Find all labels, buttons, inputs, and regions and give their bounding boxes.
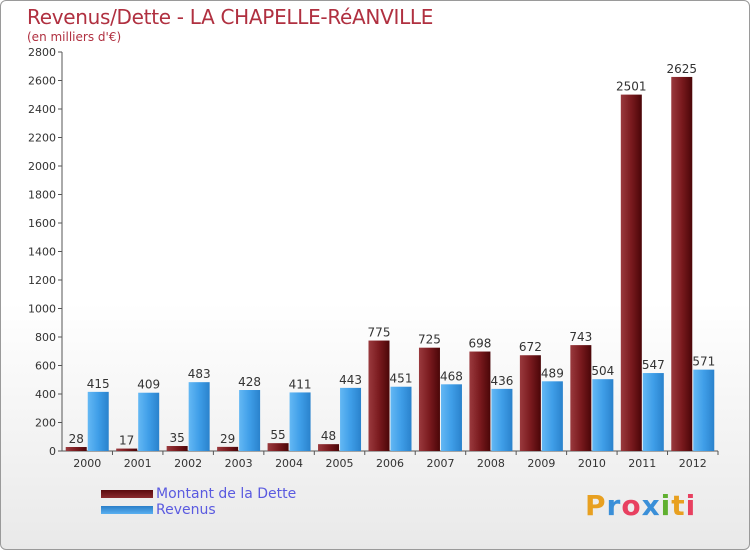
data-label-revenus: 571	[692, 355, 715, 369]
y-tick-label: 1600	[28, 217, 56, 230]
x-tick-label: 2002	[174, 457, 202, 470]
bar-dette	[570, 345, 592, 451]
chart-title: Revenus/Dette - LA CHAPELLE-RéANVILLE	[27, 5, 434, 29]
data-label-dette: 35	[170, 431, 185, 445]
y-tick-label: 2400	[28, 103, 56, 116]
data-label-dette: 725	[418, 333, 441, 347]
data-label-revenus: 443	[339, 373, 362, 387]
y-tick-label: 600	[35, 360, 56, 373]
data-label-revenus: 436	[490, 374, 513, 388]
bar-revenus	[289, 392, 311, 451]
legend-swatch-revenus	[101, 506, 153, 514]
proxiti-logo: Proxiti	[585, 489, 696, 522]
chart-subtitle: (en milliers d'€)	[27, 30, 122, 44]
legend-swatch-dette	[101, 490, 153, 498]
y-tick-label: 1200	[28, 274, 56, 287]
x-tick-label: 2012	[679, 457, 707, 470]
bar-revenus	[87, 391, 109, 451]
bar-revenus	[138, 392, 160, 451]
x-tick-label: 2005	[326, 457, 354, 470]
data-label-revenus: 428	[238, 375, 261, 389]
data-label-revenus: 415	[87, 377, 110, 391]
data-label-dette: 17	[119, 434, 134, 448]
bar-revenus	[239, 390, 261, 451]
y-tick-label: 400	[35, 388, 56, 401]
data-label-dette: 672	[519, 340, 542, 354]
bar-revenus	[642, 373, 664, 451]
data-label-revenus: 547	[642, 358, 665, 372]
x-tick-label: 2004	[275, 457, 303, 470]
data-label-revenus: 504	[591, 364, 614, 378]
y-tick-label: 200	[35, 417, 56, 430]
data-label-revenus: 468	[440, 369, 463, 383]
logo-letter: t	[671, 489, 686, 522]
x-tick-label: 2008	[477, 457, 505, 470]
bar-dette	[671, 76, 693, 451]
data-label-dette: 775	[368, 326, 391, 340]
data-label-dette: 29	[220, 432, 235, 446]
data-label-dette: 55	[270, 428, 285, 442]
y-tick-label: 2600	[28, 75, 56, 88]
x-tick-label: 2011	[628, 457, 656, 470]
data-label-revenus: 489	[541, 366, 564, 380]
data-label-revenus: 409	[137, 378, 160, 392]
y-tick-label: 2000	[28, 160, 56, 173]
bar-dette	[267, 443, 289, 451]
data-label-revenus: 411	[289, 377, 312, 391]
y-tick-label: 2200	[28, 132, 56, 145]
logo-letter: i	[685, 489, 697, 522]
x-tick-label: 2006	[376, 457, 404, 470]
legend-label-revenus: Revenus	[156, 502, 216, 518]
data-label-dette: 698	[468, 337, 491, 351]
bar-dette	[368, 340, 390, 451]
x-tick-label: 2010	[578, 457, 606, 470]
bar-dette	[318, 444, 340, 451]
data-label-dette: 48	[321, 429, 336, 443]
bar-revenus	[592, 379, 614, 451]
y-tick-label: 800	[35, 331, 56, 344]
bar-revenus	[188, 382, 210, 451]
x-tick-label: 2009	[527, 457, 555, 470]
bar-revenus	[340, 387, 362, 451]
x-tick-label: 2003	[225, 457, 253, 470]
bar-revenus	[693, 369, 715, 451]
logo-letter: i	[660, 489, 672, 522]
y-tick-label: 1800	[28, 189, 56, 202]
data-label-dette: 28	[69, 432, 84, 446]
data-label-dette: 743	[569, 330, 592, 344]
y-tick-label: 1400	[28, 246, 56, 259]
data-label-revenus: 451	[390, 372, 413, 386]
data-label-dette: 2625	[666, 62, 697, 76]
logo-letter: o	[621, 489, 642, 522]
bar-revenus	[440, 384, 462, 451]
logo-letter: P	[585, 489, 607, 522]
bar-revenus	[390, 386, 412, 451]
bar-dette	[166, 446, 188, 451]
bar-dette	[519, 355, 541, 451]
data-label-dette: 2501	[616, 80, 647, 94]
logo-letter: r	[606, 489, 622, 522]
bar-revenus	[491, 388, 513, 451]
logo-letter: x	[641, 489, 661, 522]
x-tick-label: 2007	[426, 457, 454, 470]
legend-label-dette: Montant de la Dette	[156, 486, 297, 502]
y-tick-label: 2800	[28, 46, 56, 59]
bar-dette	[217, 446, 239, 451]
x-tick-label: 2001	[124, 457, 152, 470]
data-label-revenus: 483	[188, 367, 211, 381]
x-tick-label: 2000	[73, 457, 101, 470]
bar-dette	[116, 448, 138, 451]
bar-dette	[469, 351, 491, 451]
bar-dette	[418, 347, 440, 451]
bar-dette	[620, 94, 642, 452]
y-tick-label: 1000	[28, 303, 56, 316]
y-tick-label: 0	[49, 445, 56, 458]
bar-revenus	[541, 381, 563, 451]
bar-dette	[65, 447, 87, 451]
